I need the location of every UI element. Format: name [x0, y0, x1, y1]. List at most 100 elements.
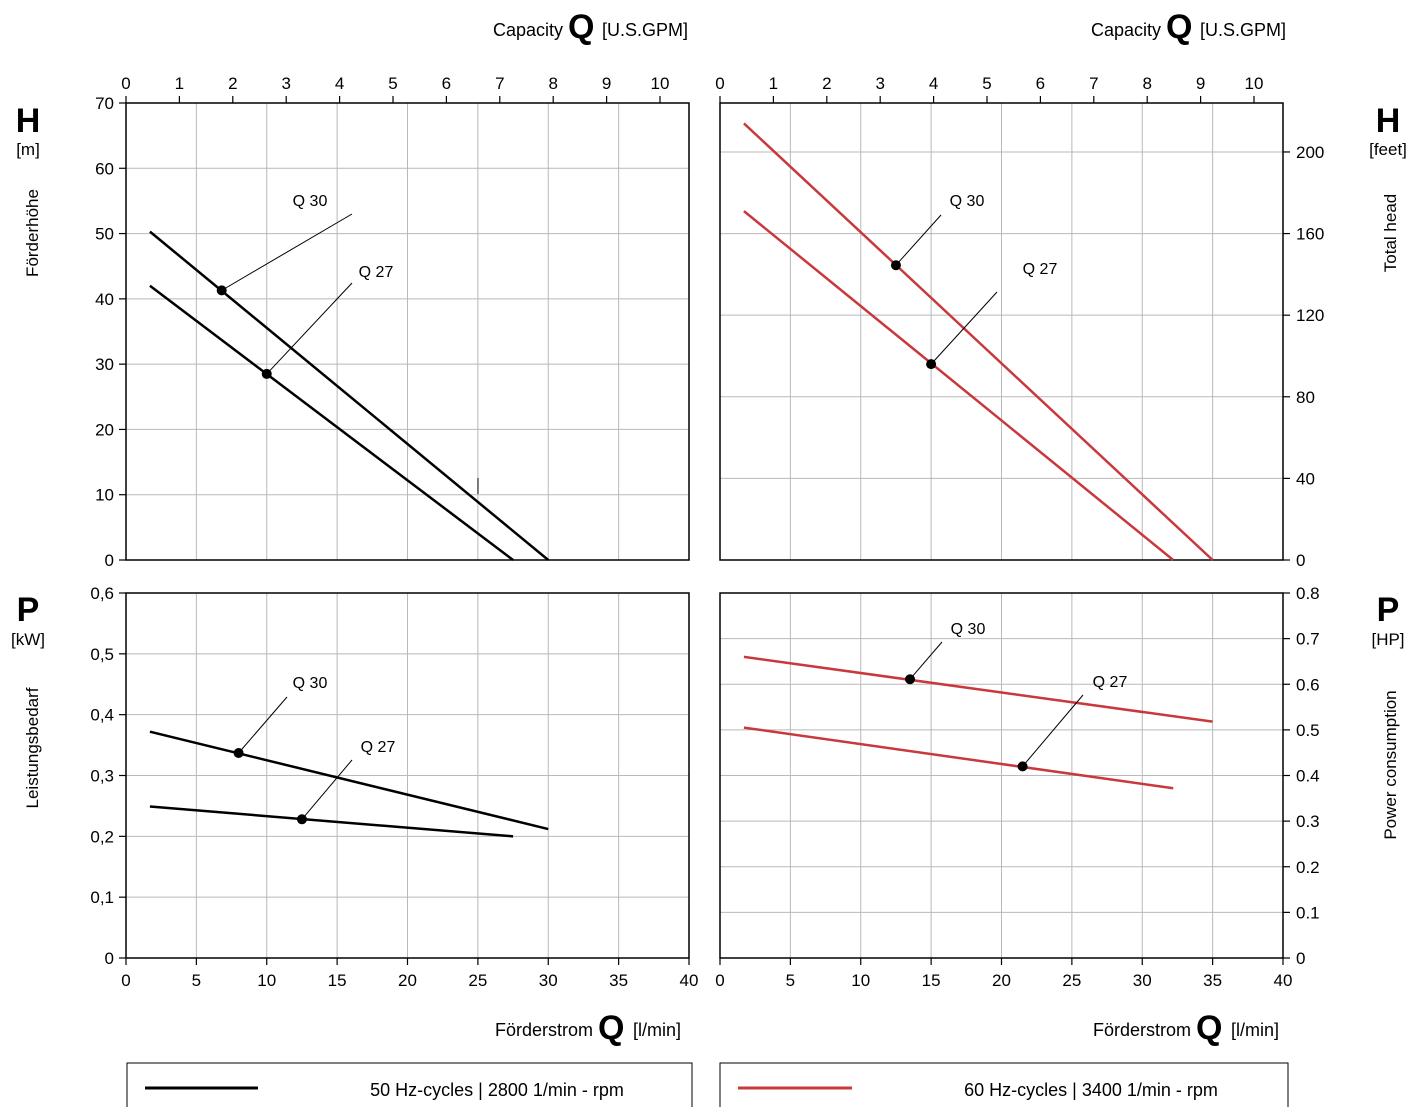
y-tick-label: 40	[95, 290, 114, 309]
legend-50hz: 50 Hz-cycles | 2800 1/min - rpm	[126, 1062, 693, 1107]
gpm-tick-label: 0	[715, 74, 724, 93]
gpm-tick-label: 0	[121, 74, 130, 93]
y-tick-label: 30	[95, 355, 114, 374]
x-tick-label: 20	[992, 971, 1011, 990]
y-tick-label: 80	[1296, 388, 1315, 407]
legend-60hz-box	[719, 1062, 1289, 1107]
y-tick-label: 0,1	[90, 888, 114, 907]
p-right-unit: [HP]	[1371, 630, 1404, 649]
footer-left-title: Förderstrom Q [l/min]	[495, 1009, 681, 1047]
series-line	[743, 210, 1175, 561]
gpm-tick-label: 2	[228, 74, 237, 93]
x-tick-label: 10	[257, 971, 276, 990]
series-line	[743, 122, 1214, 561]
series-label: Q 27	[1093, 674, 1128, 691]
leader-line	[221, 213, 353, 291]
gpm-tick-label: 6	[442, 74, 451, 93]
y-tick-label: 0.4	[1296, 767, 1320, 786]
gpm-tick-label: 9	[1196, 74, 1205, 93]
y-tick-label: 0.5	[1296, 721, 1320, 740]
x-tick-label: 0	[715, 971, 724, 990]
gpm-tick-label: 8	[548, 74, 557, 93]
y-tick-label: 10	[95, 486, 114, 505]
leader-line	[266, 282, 353, 375]
legend-50hz-text: 50 Hz-cycles | 2800 1/min - rpm	[370, 1080, 624, 1100]
y-tick-label: 200	[1296, 143, 1324, 162]
series-label: Q 27	[361, 739, 396, 756]
panel-power-60hz: 0 0.1 0.2 0.3 0.4 0.5 0.6 0.7 0.8 0 5 10 15 20 25 30 35 4…	[715, 584, 1319, 990]
x-tick-label: 5	[192, 971, 201, 990]
y-tick-label: 120	[1296, 306, 1324, 325]
series-line	[743, 726, 1174, 790]
y-tick-label: 0,3	[90, 767, 114, 786]
y-tick-label: 0.7	[1296, 630, 1320, 649]
y-tick-label: 0.3	[1296, 812, 1320, 831]
header-left-title: Capacity Q [U.S.GPM]	[493, 8, 688, 46]
p-right-symbol: P	[1377, 591, 1400, 629]
series-label: Q 30	[950, 193, 985, 210]
leader-line	[930, 291, 998, 365]
side-label-p-right: P [HP] Power consumption	[1371, 591, 1404, 840]
gpm-tick-label: 4	[335, 74, 344, 93]
x-tick-label: 10	[851, 971, 870, 990]
series-line	[149, 230, 550, 561]
p-right-title: Power consumption	[1381, 690, 1400, 839]
y-tick-label: 0.6	[1296, 675, 1320, 694]
gpm-tick-label: 7	[495, 74, 504, 93]
x-tick-label: 15	[328, 971, 347, 990]
series-line	[743, 655, 1213, 723]
header-left-unit: [U.S.GPM]	[602, 20, 688, 40]
y-tick-label: 0	[1296, 551, 1305, 570]
y-tick-label: 0,6	[90, 584, 114, 603]
gpm-tick-label: 4	[929, 74, 938, 93]
y-tick-label: 40	[1296, 469, 1315, 488]
footer-left-label: Förderstrom	[495, 1020, 593, 1040]
gpm-tick-label: 6	[1036, 74, 1045, 93]
series-label: Q 27	[359, 264, 394, 281]
series-label: Q 30	[293, 675, 328, 692]
header-left-label: Capacity	[493, 20, 563, 40]
series-label: Q 27	[1023, 261, 1058, 278]
gpm-tick-label: 3	[281, 74, 290, 93]
series-line	[149, 805, 514, 838]
x-tick-label: 40	[1274, 971, 1293, 990]
leader-line	[895, 214, 942, 266]
leader-line	[238, 696, 288, 754]
x-tick-label: 5	[786, 971, 795, 990]
gpm-tick-label: 9	[602, 74, 611, 93]
header-right-title: Capacity Q [U.S.GPM]	[1091, 8, 1286, 46]
gpm-tick-label: 8	[1142, 74, 1151, 93]
series-line	[149, 730, 549, 831]
h-right-unit: [feet]	[1369, 140, 1407, 159]
header-right-label: Capacity	[1091, 20, 1161, 40]
h-left-unit: [m]	[16, 140, 40, 159]
y-tick-label: 160	[1296, 225, 1324, 244]
y-tick-label: 0,5	[90, 645, 114, 664]
y-tick-label: 20	[95, 420, 114, 439]
gpm-tick-label: 10	[651, 74, 670, 93]
y-tick-label: 0.8	[1296, 584, 1320, 603]
x-tick-label: 35	[1203, 971, 1222, 990]
gpm-tick-label: 3	[875, 74, 884, 93]
legend-50hz-box	[126, 1062, 693, 1107]
header-left-symbol: Q	[568, 8, 594, 46]
p-left-unit: [kW]	[11, 630, 45, 649]
panel-head-50hz: 0 10 20 30 40 50 60 70 0 1 2 3 4 5 6 7 8 9 10 Q 30 Q 27	[95, 74, 690, 570]
y-tick-label: 0	[105, 949, 114, 968]
gpm-tick-label: 5	[388, 74, 397, 93]
h-left-title: Förderhöhe	[23, 189, 42, 277]
y-tick-label: 50	[95, 225, 114, 244]
gpm-tick-label: 1	[769, 74, 778, 93]
x-tick-label: 25	[1062, 971, 1081, 990]
y-tick-label: 0	[105, 551, 114, 570]
panel-power-50hz: 0 0,1 0,2 0,3 0,4 0,5 0,6 0 5 10 15 20 25 30 35 40 Q 30 Q…	[90, 584, 698, 990]
p-left-title: Leistungsbedarf	[23, 687, 42, 808]
x-tick-label: 35	[609, 971, 628, 990]
plot-frame	[125, 102, 690, 561]
y-tick-label: 60	[95, 159, 114, 178]
footer-left-symbol: Q	[598, 1009, 624, 1047]
footer-right-unit: [l/min]	[1231, 1020, 1279, 1040]
gpm-tick-label: 10	[1245, 74, 1264, 93]
footer-left-unit: [l/min]	[633, 1020, 681, 1040]
x-tick-label: 25	[468, 971, 487, 990]
